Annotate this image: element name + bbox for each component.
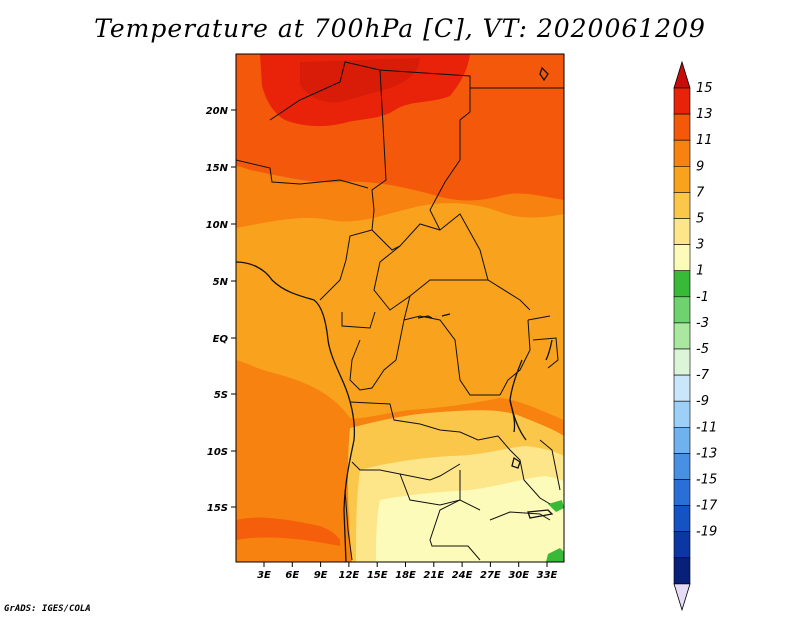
colorbar-segment	[673, 557, 691, 585]
lon-tick-label: 18E	[395, 570, 416, 581]
lon-tick-label: 21E	[423, 570, 444, 581]
colorbar-segment	[673, 453, 691, 480]
colorbar-label: 11	[696, 133, 713, 148]
lon-tick-label: 27E	[480, 570, 501, 581]
lat-tick-label: 20N	[206, 106, 229, 117]
lon-tick-label: 9E	[314, 570, 328, 581]
band-11-13-streak	[236, 517, 340, 546]
colorbar-segment	[673, 296, 691, 324]
colorbar-segment	[673, 139, 691, 167]
colorbar: 15 13 11 9 7 5 3 1 -1 -3 -5 -7 -9 -11 -13 -15 -17 -19	[673, 60, 718, 612]
colorbar-label: -13	[696, 446, 717, 461]
colorbar-label: 7	[696, 185, 705, 200]
colorbar-segment	[673, 426, 691, 454]
colorbar-segment	[673, 192, 691, 219]
colorbar-segment	[673, 218, 691, 245]
lat-tick-label: 5N	[213, 277, 229, 288]
band-below-3-patch	[548, 500, 564, 512]
colorbar-label: -3	[696, 316, 709, 331]
lon-tick-label: 24E	[452, 570, 473, 581]
lon-tick-label: 30E	[508, 570, 529, 581]
colorbar-segment	[673, 244, 691, 272]
colorbar-label: -9	[696, 394, 709, 409]
colorbar-label: -5	[696, 342, 709, 357]
colorbar-segment	[673, 374, 691, 402]
lon-tick-label: 3E	[257, 570, 271, 581]
lat-tick-label: 15N	[206, 163, 229, 174]
band-1-3	[376, 476, 564, 562]
colorbar-segment	[673, 479, 691, 506]
latitude-axis: 20N 15N 10N 5N EQ 5S 10S 15S	[206, 106, 236, 514]
colorbar-label: 9	[696, 159, 704, 174]
lon-tick-label: 33E	[537, 570, 558, 581]
band-7-9-west	[236, 262, 319, 360]
colorbar-segment	[673, 87, 691, 115]
longitude-axis: 3E 6E 9E 12E 15E 18E 21E 24E 27E 30E 33E	[257, 562, 558, 581]
lon-tick-label: 6E	[285, 570, 299, 581]
colorbar-label: 3	[696, 238, 704, 253]
colorbar-label: -17	[696, 499, 718, 514]
colorbar-top-arrow	[673, 60, 691, 89]
lat-tick-label: 10N	[206, 220, 229, 231]
colorbar-label: 5	[696, 212, 704, 227]
colorbar-label: 1	[696, 264, 704, 279]
colorbar-segment	[673, 270, 691, 298]
colorbar-segment	[673, 531, 691, 559]
colorbar-segment	[673, 166, 691, 193]
colorbar-label: -15	[696, 473, 717, 488]
colorbar-segment	[673, 400, 691, 428]
colorbar-segment	[673, 113, 691, 141]
colorbar-label: -7	[696, 368, 710, 383]
colorbar-label: 15	[696, 81, 713, 96]
lat-tick-label: 15S	[207, 503, 228, 514]
map-frame	[235, 53, 565, 563]
colorbar-label: -19	[696, 525, 717, 540]
colorbar-bottom-arrow	[673, 583, 691, 612]
lat-tick-label: 5S	[214, 390, 228, 401]
country-borders	[236, 61, 564, 561]
lat-tick-label: 10S	[207, 447, 228, 458]
colorbar-segment	[673, 322, 691, 350]
lon-tick-label: 12E	[339, 570, 360, 581]
band-below-3-patch	[546, 548, 564, 562]
lon-tick-label: 15E	[367, 570, 388, 581]
colorbar-segment	[673, 348, 691, 376]
colorbar-label: 13	[696, 107, 713, 122]
grads-credit: GrADS: IGES/COLA	[4, 604, 91, 614]
temperature-fill-layer	[236, 54, 564, 562]
colorbar-label: -1	[696, 290, 709, 305]
lat-tick-label: EQ	[213, 334, 229, 345]
band-13-15-core	[300, 58, 420, 103]
coastlines	[236, 66, 554, 562]
colorbar-segment	[673, 505, 691, 533]
colorbar-label: -11	[696, 420, 717, 435]
chart-title: Temperature at 700hPa [C], VT: 202006120…	[94, 14, 706, 43]
